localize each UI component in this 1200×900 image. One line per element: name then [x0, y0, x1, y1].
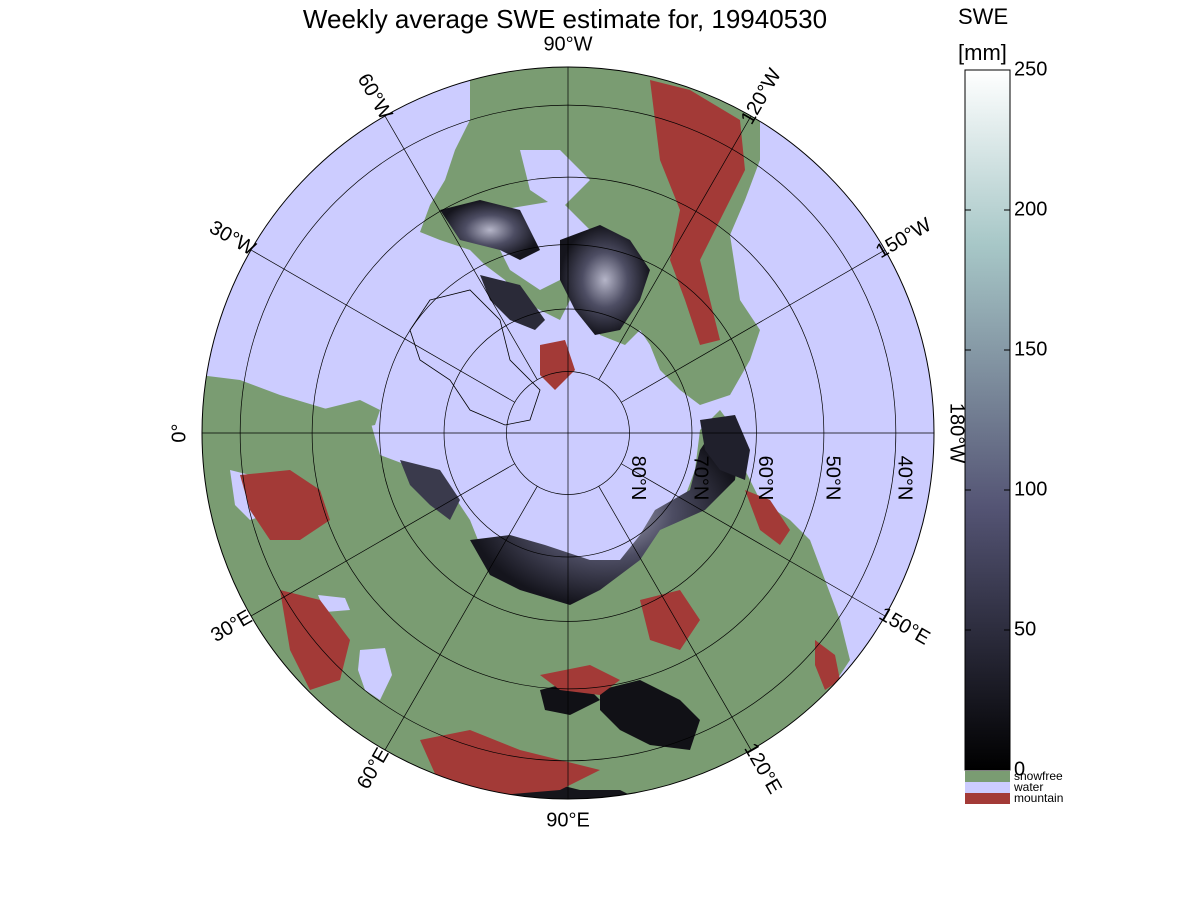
snow-canada-west	[480, 275, 545, 330]
meridian-120	[598, 486, 752, 751]
lat-label: 80°N	[627, 456, 649, 501]
lon-label: 120°E	[739, 739, 785, 797]
lon-label: 90°W	[543, 33, 592, 55]
snow-siberia	[470, 420, 740, 605]
colorbar-tick-label: 250	[1014, 58, 1047, 80]
meridian--60	[384, 115, 538, 380]
map-title: Weekly average SWE estimate for, 1994053…	[180, 4, 950, 35]
lon-label: 150°W	[872, 214, 935, 263]
colorbar-ticks: 0 50 100 150 200 250	[965, 58, 1047, 780]
colorbar-tick-label: 200	[1014, 198, 1047, 220]
lon-label: 180°W	[946, 403, 968, 463]
colorbar-tick-label: 50	[1014, 618, 1036, 640]
category-swatch-water	[965, 782, 1010, 793]
colorbar-gradient	[964, 69, 1011, 771]
graticule	[202, 67, 934, 799]
lon-label: 150°E	[875, 603, 933, 649]
colorbar-tick-label: 0	[1014, 758, 1025, 780]
mountain-greenland-south	[540, 340, 575, 390]
lat-label: 60°N	[754, 456, 776, 501]
colorbar-unit: [mm]	[958, 40, 1007, 65]
snow-novaya-zemlya	[400, 460, 460, 520]
landmass-scandinavia	[320, 400, 380, 430]
meridian-60	[384, 486, 538, 751]
colorbar-tick-label: 150	[1014, 338, 1047, 360]
inland-water-2	[318, 595, 350, 612]
mountain-kamchatka	[745, 490, 790, 545]
snow-canada-north	[440, 200, 540, 260]
category-label-mountain: mountain	[1014, 791, 1063, 805]
mountain-himalaya	[420, 730, 600, 795]
meridian--30	[250, 249, 515, 403]
category-swatch-mountain	[965, 793, 1010, 804]
lat-label: 40°N	[894, 456, 916, 501]
lon-label: 120°W	[737, 65, 786, 128]
mountain-urals	[280, 590, 350, 690]
lat-label: 50°N	[822, 456, 844, 501]
colorbar-tick-label: 100	[1014, 478, 1047, 500]
title-prefix: Weekly average SWE estimate for,	[302, 4, 712, 34]
lon-label: 60°W	[353, 70, 397, 124]
snow-central-asia	[600, 680, 700, 750]
lon-label: 0°	[168, 423, 190, 442]
snow-chukotka	[700, 415, 750, 480]
meridian-150	[621, 463, 886, 617]
meridian-30	[250, 463, 515, 617]
mountain-japan	[815, 640, 840, 690]
inland-water-4	[520, 150, 590, 210]
category-label-snowfree: snowfree	[1014, 769, 1063, 783]
title-date: 19940530	[711, 4, 828, 34]
category-label-water: water	[1013, 780, 1043, 794]
category-swatch-snowfree	[965, 771, 1010, 782]
mountain-europe	[240, 470, 330, 540]
colorbar-title: SWE	[958, 4, 1009, 29]
lon-label: 90°E	[546, 809, 590, 831]
lat-label: 70°N	[690, 456, 712, 501]
snow-arctic-archipelago	[560, 225, 650, 335]
meridian--150	[621, 249, 886, 403]
meridian--120	[598, 115, 752, 380]
latitude-labels: 80°N 70°N 60°N 50°N 40°N	[627, 456, 915, 501]
lon-label: 30°W	[206, 217, 260, 261]
mountain-central-asia	[540, 665, 620, 695]
map-border	[201, 66, 935, 800]
inland-water-1	[358, 648, 392, 700]
landmass-greenland	[409, 289, 541, 426]
